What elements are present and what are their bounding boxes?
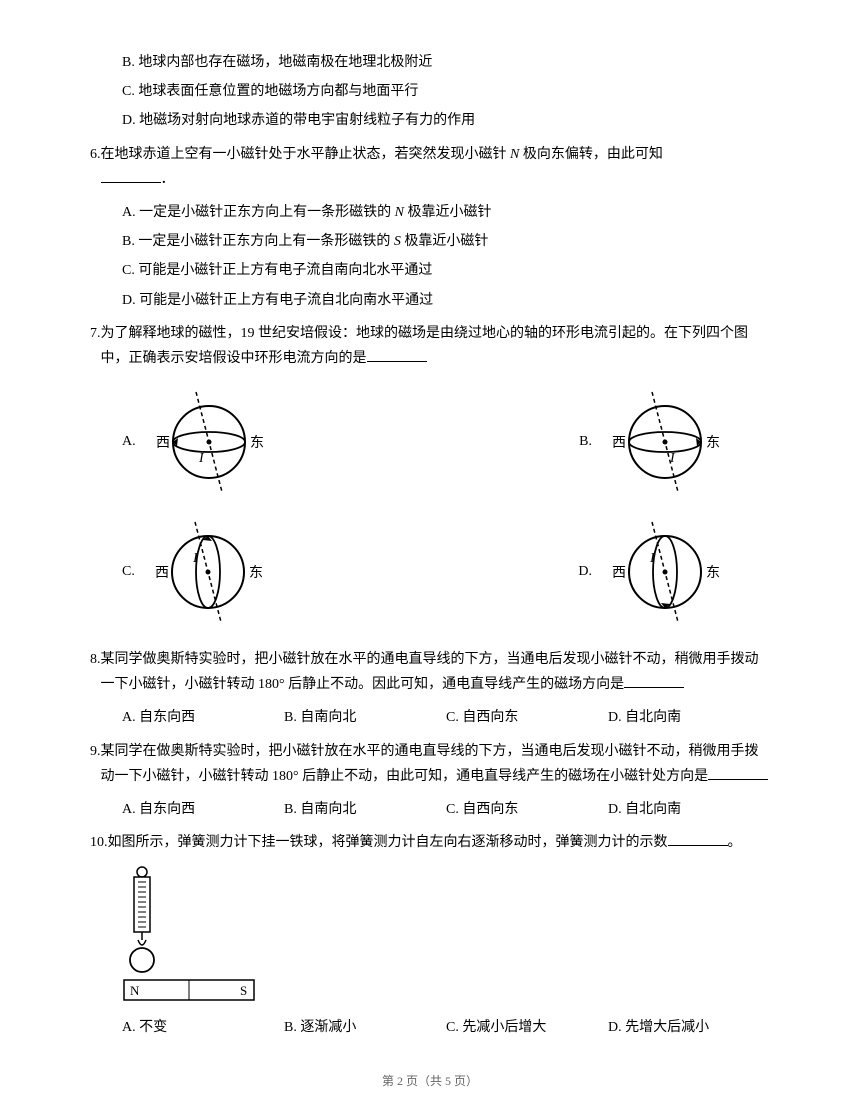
- q8-option-A: A. 自东向西: [122, 705, 284, 730]
- q10-option-D: D. 先增大后减小: [608, 1015, 770, 1040]
- earth-diagram-B-icon: 西 东 I: [600, 387, 730, 497]
- svg-text:西: 西: [612, 436, 626, 451]
- q6-body: 在地球赤道上空有一小磁针处于水平静止状态，若突然发现小磁针 N 极向东偏转，由此…: [101, 142, 663, 192]
- q6-suffix: ．: [161, 172, 175, 187]
- q6-option-B: B. 一定是小磁针正东方向上有一条形磁铁的 S 极靠近小磁针: [90, 229, 770, 254]
- q10-option-A: A. 不变: [122, 1015, 284, 1040]
- q9-option-A: A. 自东向西: [122, 797, 284, 822]
- q10-figure: N S: [90, 865, 770, 1005]
- spring-scale-icon: N S: [122, 865, 262, 1005]
- earth-diagram-C-icon: 西 东 I: [143, 517, 273, 627]
- q9-option-D: D. 自北向南: [608, 797, 770, 822]
- q10-body: 如图所示，弹簧测力计下挂一铁球，将弹簧测力计自左向右逐渐移动时，弹簧测力计的示数…: [108, 830, 742, 855]
- q6-B-i: S: [394, 234, 401, 249]
- q5-option-D: D. 地磁场对射向地球赤道的带电宇宙射线粒子有力的作用: [90, 108, 770, 133]
- q7-fig-D: D. 西 东 I: [426, 517, 770, 627]
- q6-A-i: N: [395, 205, 404, 220]
- q6-text-2: 极向东偏转，由此可知: [519, 147, 663, 162]
- q7-fig-B: B. 西 东 I: [426, 387, 770, 497]
- q9-body: 某同学在做奥斯特实验时，把小磁针放在水平的通电直导线的下方，当通电后发现小磁针不…: [101, 739, 771, 789]
- q8-body: 某同学做奥斯特实验时，把小磁针放在水平的通电直导线的下方，当通电后发现小磁针不动…: [101, 647, 771, 697]
- q7-label-D: D.: [578, 559, 592, 584]
- q7-label-A: A.: [122, 429, 136, 454]
- q6-A-post: 极靠近小磁针: [404, 205, 492, 220]
- q8-option-C: C. 自西向东: [446, 705, 608, 730]
- q6-N: N: [510, 147, 519, 162]
- earth-diagram-D-icon: 西 东 I: [600, 517, 730, 627]
- q6-option-D: D. 可能是小磁针正上方有电子流自北向南水平通过: [90, 288, 770, 313]
- q7-fig-A: A. 西 东 I: [122, 387, 426, 497]
- q8-option-D: D. 自北向南: [608, 705, 770, 730]
- east-label: 东: [250, 435, 264, 451]
- q6-number: 6.: [90, 142, 101, 192]
- question-6: 6. 在地球赤道上空有一小磁针处于水平静止状态，若突然发现小磁针 N 极向东偏转…: [90, 142, 770, 192]
- question-9: 9. 某同学在做奥斯特实验时，把小磁针放在水平的通电直导线的下方，当通电后发现小…: [90, 739, 770, 789]
- q10-number: 10.: [90, 830, 108, 855]
- q7-body: 为了解释地球的磁性，19 世纪安培假设：地球的磁场是由绕过地心的轴的环形电流引起…: [101, 321, 771, 371]
- q6-cont: ．: [101, 172, 175, 187]
- q7-fig-C: C. 西 东 I: [122, 517, 426, 627]
- svg-text:东: 东: [249, 565, 263, 581]
- svg-text:西: 西: [155, 566, 169, 581]
- q10-blank: [668, 830, 728, 846]
- page-footer: 第 2 页（共 5 页）: [0, 1071, 860, 1093]
- q6-blank: [101, 167, 161, 183]
- question-8: 8. 某同学做奥斯特实验时，把小磁针放在水平的通电直导线的下方，当通电后发现小磁…: [90, 647, 770, 697]
- q10-option-B: B. 逐渐减小: [284, 1015, 446, 1040]
- q8-options: A. 自东向西 B. 自南向北 C. 自西向东 D. 自北向南: [90, 705, 770, 730]
- q9-number: 9.: [90, 739, 101, 789]
- q7-blank: [367, 346, 427, 362]
- q9-blank: [708, 764, 768, 780]
- q9-options: A. 自东向西 B. 自南向北 C. 自西向东 D. 自北向南: [90, 797, 770, 822]
- q9-option-C: C. 自西向东: [446, 797, 608, 822]
- question-7: 7. 为了解释地球的磁性，19 世纪安培假设：地球的磁场是由绕过地心的轴的环形电…: [90, 321, 770, 371]
- q7-diagrams-row1: A. 西 东 I B. 西 东 I: [90, 387, 770, 497]
- svg-text:东: 东: [706, 565, 720, 581]
- q8-number: 8.: [90, 647, 101, 697]
- svg-text:I: I: [669, 451, 676, 466]
- magnet-N: N: [130, 983, 140, 998]
- q8-option-B: B. 自南向北: [284, 705, 446, 730]
- q7-label-C: C.: [122, 559, 135, 584]
- q5-option-C: C. 地球表面任意位置的地磁场方向都与地面平行: [90, 79, 770, 104]
- west-label: 西: [156, 436, 170, 451]
- magnet-S: S: [240, 983, 247, 998]
- q10-text: 如图所示，弹簧测力计下挂一铁球，将弹簧测力计自左向右逐渐移动时，弹簧测力计的示数: [108, 835, 668, 850]
- I-label: I: [198, 451, 205, 466]
- q5-option-B: B. 地球内部也存在磁场，地磁南极在地理北极附近: [90, 50, 770, 75]
- q9-text: 某同学在做奥斯特实验时，把小磁针放在水平的通电直导线的下方，当通电后发现小磁针不…: [101, 744, 759, 784]
- q8-blank: [624, 672, 684, 688]
- q10-suffix: 。: [728, 835, 742, 850]
- earth-diagram-A-icon: 西 东 I: [144, 387, 274, 497]
- q6-option-A: A. 一定是小磁针正东方向上有一条形磁铁的 N 极靠近小磁针: [90, 200, 770, 225]
- question-10: 10. 如图所示，弹簧测力计下挂一铁球，将弹簧测力计自左向右逐渐移动时，弹簧测力…: [90, 830, 770, 855]
- q6-option-C: C. 可能是小磁针正上方有电子流自南向北水平通过: [90, 258, 770, 283]
- q6-B-post: 极靠近小磁针: [401, 234, 489, 249]
- q10-options: A. 不变 B. 逐渐减小 C. 先减小后增大 D. 先增大后减小: [90, 1015, 770, 1040]
- svg-text:东: 东: [706, 435, 720, 451]
- q7-number: 7.: [90, 321, 101, 371]
- q7-diagrams-row2: C. 西 东 I D. 西 东 I: [90, 517, 770, 627]
- q6-A-pre: A. 一定是小磁针正东方向上有一条形磁铁的: [122, 205, 395, 220]
- q6-text-1: 在地球赤道上空有一小磁针处于水平静止状态，若突然发现小磁针: [101, 147, 511, 162]
- q6-B-pre: B. 一定是小磁针正东方向上有一条形磁铁的: [122, 234, 394, 249]
- q7-label-B: B.: [579, 429, 592, 454]
- svg-text:西: 西: [612, 566, 626, 581]
- q10-option-C: C. 先减小后增大: [446, 1015, 608, 1040]
- q9-option-B: B. 自南向北: [284, 797, 446, 822]
